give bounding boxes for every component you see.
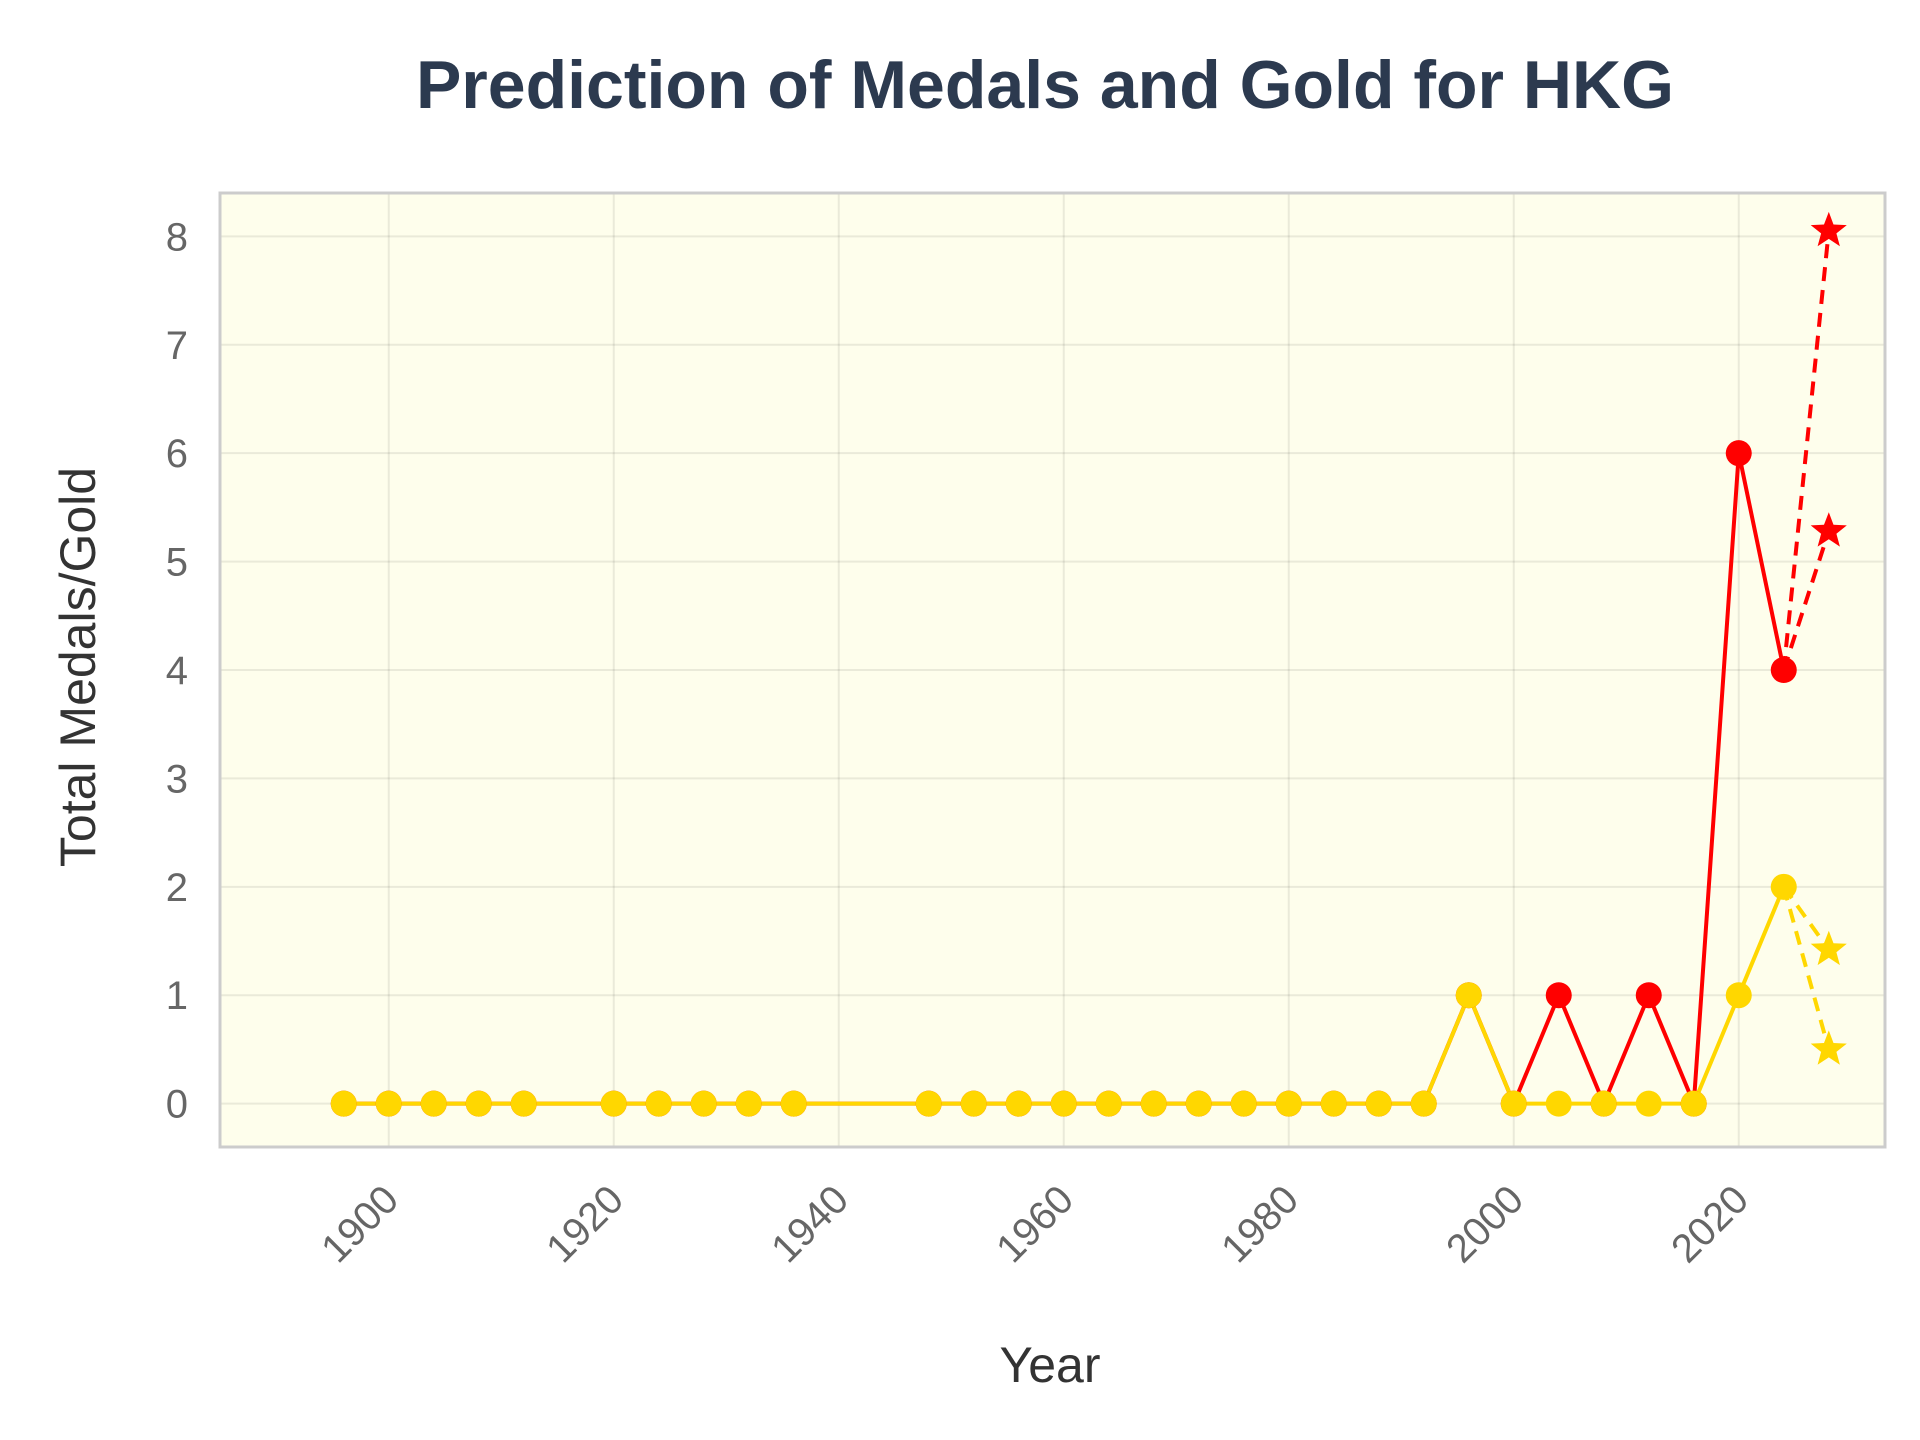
gold-point [1455, 982, 1482, 1009]
y-axis-label: Total Medals/Gold [50, 467, 106, 867]
gold-point [1635, 1090, 1662, 1117]
y-tick-label: 2 [166, 866, 188, 910]
series-markers [330, 211, 1847, 1117]
x-tick-label: 1940 [763, 1177, 857, 1271]
y-tick-label: 3 [166, 757, 188, 801]
chart-title: Prediction of Medals and Gold for HKG [416, 47, 1674, 123]
gold-point [1275, 1090, 1302, 1117]
x-ticks: 1900 1920 1940 1960 1980 2000 2020 [313, 1177, 1757, 1271]
gold-point [960, 1090, 987, 1117]
plot-frame [218, 191, 1887, 1149]
gold-point [1680, 1090, 1707, 1117]
total-prediction-point [1810, 211, 1847, 247]
gold-point [1230, 1090, 1257, 1117]
y-tick-label: 5 [166, 541, 188, 585]
y-ticks: 0 1 2 3 4 5 6 7 8 [166, 215, 188, 1126]
x-tick-label: 1980 [1213, 1177, 1307, 1271]
total-prediction-point [1810, 512, 1847, 547]
gold-point [1185, 1090, 1212, 1117]
gold-prediction-point [1810, 1030, 1847, 1065]
total-point [1770, 657, 1797, 683]
gold-point [735, 1090, 762, 1117]
gold-point [1365, 1090, 1392, 1117]
gold-point [330, 1090, 357, 1117]
y-tick-label: 0 [166, 1083, 188, 1127]
gold-point [1140, 1090, 1167, 1117]
total-point [1725, 440, 1752, 467]
x-tick-label: 2020 [1663, 1177, 1757, 1271]
gold-point [645, 1090, 672, 1117]
gold-point [375, 1090, 402, 1117]
x-tick-label: 1920 [538, 1177, 632, 1271]
x-tick-label: 1960 [988, 1177, 1082, 1271]
gold-point [1770, 873, 1797, 900]
x-tick-label: 1900 [313, 1177, 407, 1271]
y-tick-label: 7 [166, 324, 188, 368]
gold-point [1005, 1090, 1032, 1117]
total-point [1545, 982, 1572, 1009]
gold-point [1545, 1090, 1572, 1117]
gold-point [1725, 982, 1752, 1009]
gold-point [915, 1090, 942, 1117]
gold-prediction-line [1781, 886, 1831, 1050]
gold-point [1050, 1090, 1077, 1117]
gold-point [690, 1090, 717, 1117]
gold-point [465, 1090, 492, 1117]
gold-point [510, 1090, 537, 1117]
gold-point [1095, 1090, 1122, 1117]
gold-point [1500, 1090, 1527, 1117]
total-point [1635, 982, 1662, 1009]
x-axis-label: Year [999, 1337, 1100, 1393]
y-tick-label: 6 [166, 432, 188, 476]
gold-point [1410, 1090, 1437, 1117]
total-prediction-line [1781, 230, 1831, 671]
gold-point [600, 1090, 627, 1117]
x-tick-label: 2000 [1438, 1177, 1532, 1271]
gold-prediction-point [1810, 930, 1847, 966]
y-tick-label: 8 [166, 215, 188, 259]
gold-point [1590, 1090, 1617, 1117]
gold-point [420, 1090, 447, 1117]
total-prediction-line [1781, 530, 1831, 671]
y-tick-label: 1 [166, 974, 188, 1018]
gold-point [1320, 1090, 1347, 1117]
plot-area [220, 193, 1885, 1147]
y-tick-label: 4 [166, 649, 188, 693]
gold-point [780, 1090, 807, 1117]
